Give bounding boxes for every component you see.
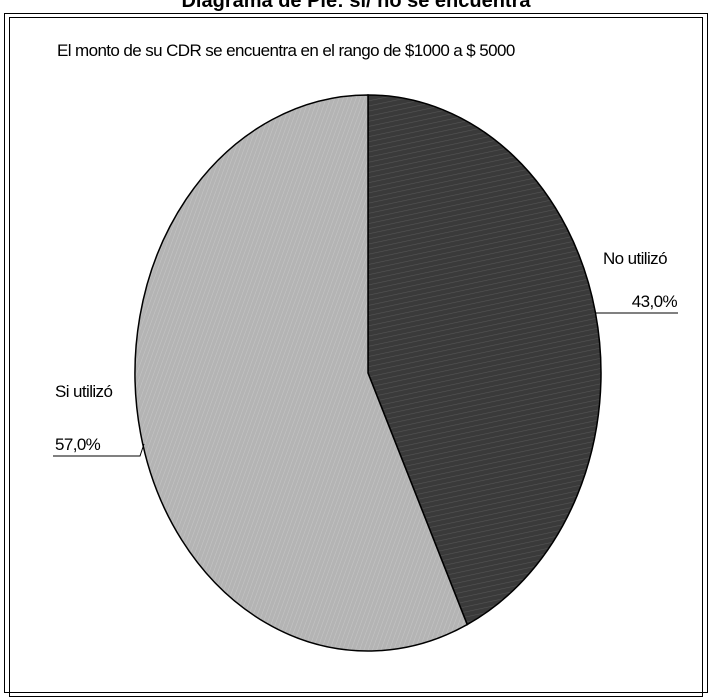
label-no-utilizo: No utilizó 43,0%	[596, 249, 678, 314]
label-si-utilizo: Si utilizó 57,0%	[53, 382, 145, 457]
leader-line-si-utilizo	[53, 443, 145, 457]
slice-label-no-utilizo: No utilizó	[603, 249, 667, 268]
slice-value-si-utilizo: 57,0%	[55, 435, 101, 454]
slice-value-no-utilizo: 43,0%	[632, 292, 678, 311]
slice-label-si-utilizo: Si utilizó	[55, 382, 112, 401]
pie-chart: El monto de su CDR se encuentra en el ra…	[53, 41, 678, 652]
pie-slice-si-utilizo	[134, 94, 469, 652]
chart-title: Diagrama de Pie: si/ no se encuentra	[181, 0, 531, 12]
pie-slices	[134, 94, 602, 652]
pie-slice-no-utilizo	[367, 94, 602, 626]
chart-subtitle: El monto de su CDR se encuentra en el ra…	[57, 41, 515, 60]
